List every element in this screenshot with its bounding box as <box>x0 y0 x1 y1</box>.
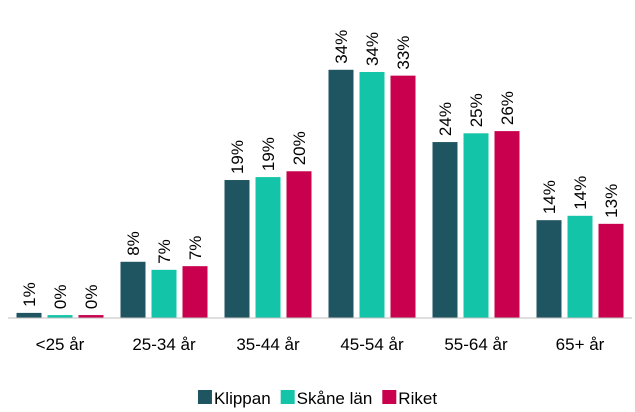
bar <box>598 223 624 318</box>
legend-label: Riket <box>398 389 437 408</box>
value-label: 8% <box>124 231 143 256</box>
legend: Klippan Skåne län Riket <box>197 389 437 408</box>
value-label: 13% <box>602 184 621 218</box>
value-label: 34% <box>363 32 382 66</box>
value-label: 14% <box>571 176 590 210</box>
x-tick-label: <25 år <box>36 335 85 354</box>
bar <box>47 315 73 318</box>
bar <box>224 180 250 318</box>
legend-swatch <box>382 390 397 404</box>
value-label: 7% <box>186 236 205 261</box>
bar <box>151 269 177 318</box>
x-tick-label: 25-34 år <box>132 335 196 354</box>
value-label: 24% <box>436 102 455 136</box>
bar <box>567 215 593 318</box>
legend-label: Skåne län <box>297 389 373 408</box>
bar <box>120 261 146 318</box>
value-label: 0% <box>51 285 70 310</box>
value-label: 0% <box>82 285 101 310</box>
value-label: 1% <box>20 282 39 307</box>
bar <box>390 75 416 318</box>
bar <box>286 171 312 318</box>
bar <box>536 220 562 318</box>
bar <box>463 133 489 318</box>
legend-swatch <box>280 390 295 404</box>
bar <box>16 312 42 318</box>
value-label: 34% <box>332 30 351 64</box>
bar <box>182 266 208 318</box>
value-label: 7% <box>155 239 174 264</box>
legend-label: Klippan <box>214 389 271 408</box>
value-label: 14% <box>540 180 559 214</box>
x-tick-label: 55-64 år <box>444 335 508 354</box>
legend-swatch <box>197 390 212 404</box>
value-label: 20% <box>290 131 309 165</box>
bar <box>432 142 458 318</box>
value-label: 19% <box>228 140 247 174</box>
value-label: 33% <box>394 36 413 70</box>
x-tick-label: 65+ år <box>556 335 605 354</box>
value-label: 25% <box>467 93 486 127</box>
value-label: 26% <box>498 91 517 125</box>
bar <box>494 131 520 318</box>
bar <box>359 71 385 319</box>
bar <box>255 177 281 318</box>
x-tick-label: 45-54 år <box>340 335 404 354</box>
bar <box>78 315 104 318</box>
x-tick-label: 35-44 år <box>236 335 300 354</box>
bar <box>328 69 354 318</box>
value-label: 19% <box>259 137 278 171</box>
